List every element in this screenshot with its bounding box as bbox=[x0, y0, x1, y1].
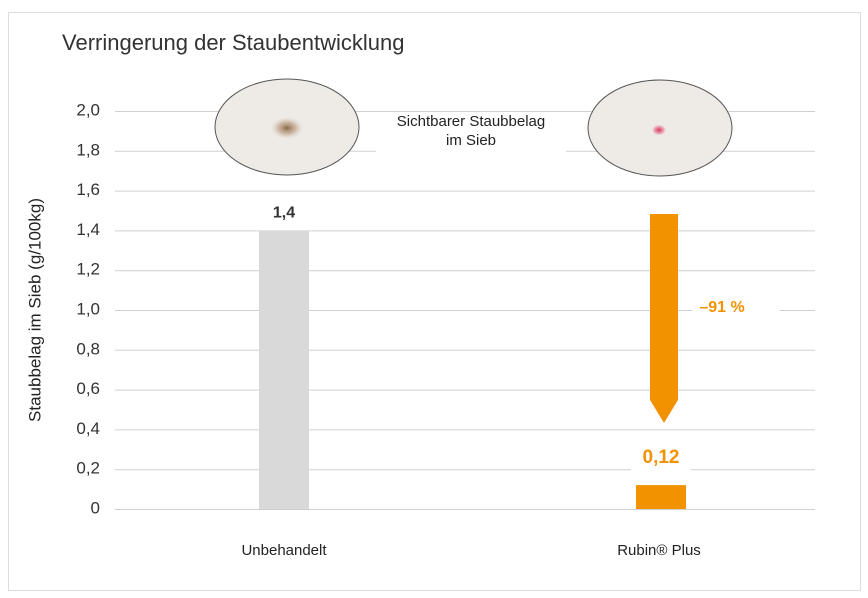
y-tick-label: 1,2 bbox=[76, 260, 100, 279]
x-tick-label: Rubin® Plus bbox=[617, 542, 701, 559]
y-tick-label: 0,4 bbox=[76, 419, 100, 438]
reduction-arrow bbox=[650, 214, 678, 423]
y-axis-label: Staubbelag im Sieb (g/100kg) bbox=[25, 198, 44, 422]
dust-spot bbox=[651, 124, 667, 136]
y-tick-label: 2,0 bbox=[76, 100, 100, 119]
image-caption: Sichtbarer Staubbelag bbox=[397, 113, 545, 130]
chart: Verringerung der Staubentwicklung Staubb… bbox=[0, 0, 868, 593]
image-caption: im Sieb bbox=[446, 132, 496, 149]
y-tick-label: 0,2 bbox=[76, 459, 100, 478]
bar bbox=[636, 485, 686, 509]
y-tick-label: 0,8 bbox=[76, 339, 100, 358]
value-label: 1,4 bbox=[273, 205, 295, 222]
bar bbox=[259, 230, 309, 509]
y-tick-label: 1,0 bbox=[76, 299, 100, 318]
y-tick-label: 1,8 bbox=[76, 140, 100, 159]
dust-spot bbox=[269, 116, 305, 140]
y-tick-label: 0 bbox=[91, 498, 100, 517]
y-tick-label: 1,4 bbox=[76, 220, 100, 239]
y-tick-label: 1,6 bbox=[76, 180, 100, 199]
y-tick-label: 0,6 bbox=[76, 379, 100, 398]
chart-title: Verringerung der Staubentwicklung bbox=[62, 30, 404, 55]
x-tick-label: Unbehandelt bbox=[241, 542, 327, 559]
value-label: 0,12 bbox=[643, 447, 680, 468]
reduction-label: –91 % bbox=[699, 299, 744, 316]
